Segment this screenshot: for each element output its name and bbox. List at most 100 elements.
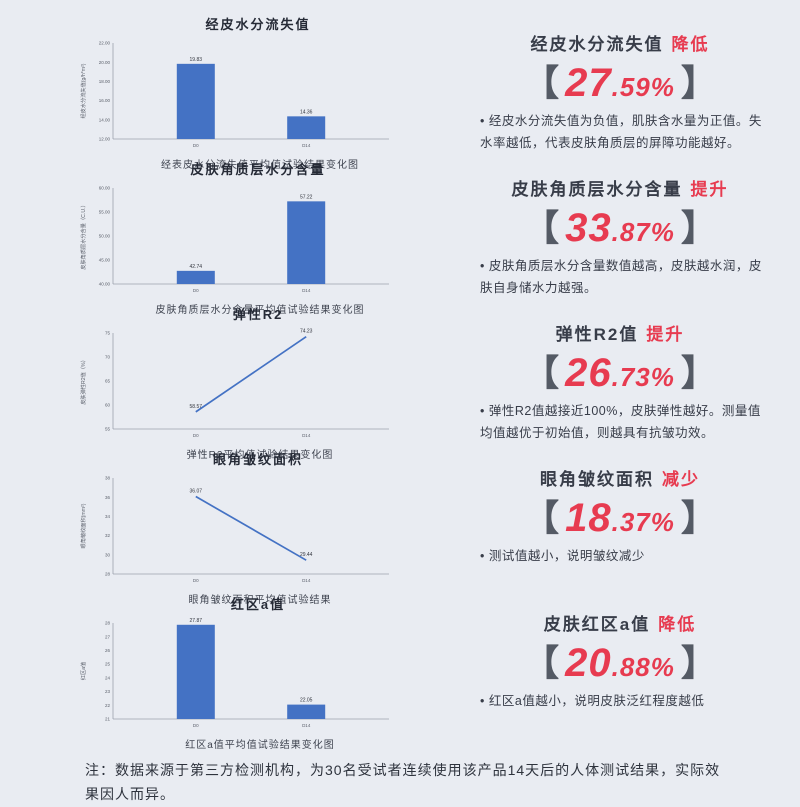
svg-text:50.00: 50.00 [99,234,111,239]
svg-text:25: 25 [105,662,111,667]
bracket-right: 】 [680,207,717,248]
percent-display: 【 20.88% 】 [470,643,770,683]
svg-text:D0: D0 [193,143,199,148]
svg-text:皮肤角质层水分含量（C.U.）: 皮肤角质层水分含量（C.U.） [79,202,87,269]
svg-text:14.36: 14.36 [300,109,313,115]
description-text: 经皮水分流失值为负值，肌肤含水量为正值。失水率越低，代表皮肤角质层的屏障功能越好… [480,114,762,150]
svg-text:32: 32 [105,533,111,538]
svg-text:34: 34 [105,514,111,519]
bracket-right: 】 [680,352,717,393]
chart-title: 眼角皱纹面积 [212,452,303,467]
chart-wrinkle: 眼角皱纹面积 28 30 32 34 36 38 眼角皱纹面积(mm²) D0 D14 36.07… [75,449,415,606]
chart-caption: 弹性R2平均值试验结果变化图 [186,450,334,461]
bracket-left: 【 [523,207,560,248]
chart-title: 经皮水分流失值 [205,17,311,32]
svg-text:28: 28 [105,621,111,626]
description: • 皮肤角质层水分含量数值越高，皮肤越水润，皮肤自身储水力越强。 [470,254,770,300]
svg-text:27.87: 27.87 [190,618,203,624]
chart-caption: 红区a值平均值试验结果变化图 [185,740,335,751]
svg-text:19.83: 19.83 [190,57,203,63]
chart-elasticity: 弹性R2 55 60 65 70 75 皮肤弹性R2值（%） D0 D14 58.57 74.23… [75,304,415,461]
svg-text:57.22: 57.22 [300,194,313,200]
svg-text:24: 24 [105,675,111,680]
svg-text:D0: D0 [193,723,199,728]
svg-text:D14: D14 [302,578,311,583]
section-elasticity: 弹性R2 55 60 65 70 75 皮肤弹性R2值（%） D0 D14 58.57 74.23… [75,304,770,461]
svg-text:红区a值: 红区a值 [79,662,87,680]
trend-keyword: 提升 [690,180,729,199]
bracket-left: 【 [523,642,560,683]
footnote: 注：数据来源于第三方检测机构，为30名受试者连续使用该产品14天后的人体测试结果… [85,762,721,802]
svg-text:45.00: 45.00 [99,258,111,263]
svg-text:14.00: 14.00 [99,117,111,122]
svg-text:42.74: 42.74 [190,264,203,270]
svg-text:28: 28 [105,572,111,577]
description-text: 红区a值越小，说明皮肤泛红程度越低 [488,694,705,708]
result-panel-redness: 皮肤红区a值 降低 【 20.88% 】 • 红区a值越小，说明皮肤泛红程度越低 [415,594,770,737]
svg-text:12.00: 12.00 [99,137,111,142]
chart-title: 皮肤角质层水分含量 [190,162,326,177]
panel-title: 经皮水分流失值 降低 [470,30,770,55]
description: • 测试值越小，说明皱纹减少 [470,544,770,568]
trend-keyword: 减少 [662,470,700,489]
chart-canvas-line: 55 60 65 70 75 皮肤弹性R2值（%） D0 D14 58.57 74.23 [79,329,389,438]
chart-caption: 经表皮水分流失值平均值试验结果变化图 [161,160,359,171]
svg-text:皮肤弹性R2值（%）: 皮肤弹性R2值（%） [79,357,87,405]
bullet-icon: • [480,114,485,128]
chart-canvas-bar: 21 22 23 24 25 26 27 28 红区a值 D0 D14 27.87 22.05 [79,618,389,728]
trend-keyword: 提升 [646,325,685,344]
svg-text:D14: D14 [302,288,311,293]
section-hydration: 皮肤角质层水分含量 40.00 45.00 50.00 55.00 60.00 皮肤角质层… [75,159,770,316]
svg-text:60.00: 60.00 [99,186,111,191]
svg-text:36.07: 36.07 [190,489,203,495]
svg-text:22.05: 22.05 [300,698,313,704]
chart-canvas-line: 28 30 32 34 36 38 眼角皱纹面积(mm²) D0 D14 36.07 29.44 [79,476,389,583]
chart-hydration: 皮肤角质层水分含量 40.00 45.00 50.00 55.00 60.00 皮肤角质层… [75,159,415,316]
svg-text:18.00: 18.00 [99,79,111,84]
description-text: 弹性R2值越接近100%，皮肤弹性越好。测量值均值越优于初始值，则越具有抗皱功效… [480,404,761,440]
svg-text:29.44: 29.44 [300,552,313,558]
svg-text:22.00: 22.00 [99,41,111,46]
svg-text:D0: D0 [193,578,199,583]
result-panel-tewl: 经皮水分流失值 降低 【 27.59% 】 • 经皮水分流失值为负值，肌肤含水量为正… [415,14,770,157]
percent-value: 20.88% [565,641,675,685]
svg-text:30: 30 [105,552,111,557]
bullet-icon: • [480,404,485,418]
svg-text:D14: D14 [302,433,311,438]
metric-name: 弹性R2值 [555,325,639,344]
svg-text:75: 75 [105,331,111,336]
chart-redness: 红区a值 21 22 23 24 25 26 27 28 红区a值 D0 D14 27.87 22.05… [75,594,415,751]
percent-value: 27.59% [565,61,675,105]
svg-text:D0: D0 [193,433,199,438]
description: • 红区a值越小，说明皮肤泛红程度越低 [470,689,770,713]
metric-name: 眼角皱纹面积 [540,470,654,489]
bracket-right: 】 [680,497,717,538]
trend-keyword: 降低 [658,615,697,634]
chart-tewl: 经皮水分流失值 12.00 14.00 16.00 18.00 20.00 22.00 经皮… [75,14,415,171]
result-panel-elasticity: 弹性R2值 提升 【 26.73% 】 • 弹性R2值越接近100%，皮肤弹性越好。… [415,304,770,447]
chart-canvas-bar: 40.00 45.00 50.00 55.00 60.00 皮肤角质层水分含量（C.U.）… [79,186,389,293]
description-text: 皮肤角质层水分含量数值越高，皮肤越水润，皮肤自身储水力越强。 [480,259,762,295]
svg-text:58.57: 58.57 [190,404,203,410]
description: • 弹性R2值越接近100%，皮肤弹性越好。测量值均值越优于初始值，则越具有抗皱功… [470,399,770,445]
percent-display: 【 27.59% 】 [470,63,770,103]
percent-display: 【 33.87% 】 [470,208,770,248]
chart-caption: 皮肤角质层水分含量平均值试验结果变化图 [155,305,365,316]
svg-text:23: 23 [105,689,111,694]
percent-value: 26.73% [565,351,675,395]
result-panel-wrinkle: 眼角皱纹面积 减少 【 18.37% 】 • 测试值越小，说明皱纹减少 [415,449,770,592]
percent-value: 18.37% [565,496,675,540]
svg-text:40.00: 40.00 [99,282,111,287]
bracket-left: 【 [523,352,560,393]
svg-text:36: 36 [105,495,111,500]
percent-value: 33.87% [565,206,675,250]
svg-text:38: 38 [105,476,111,481]
section-wrinkle: 眼角皱纹面积 28 30 32 34 36 38 眼角皱纹面积(mm²) D0 D14 36.07… [75,449,770,606]
chart-title: 红区a值 [230,597,286,612]
svg-text:16.00: 16.00 [99,98,111,103]
bracket-left: 【 [523,497,560,538]
chart-caption: 眼角皱纹面积平均值试验结果 [188,595,332,606]
svg-text:22: 22 [105,703,111,708]
result-panel-hydration: 皮肤角质层水分含量 提升 【 33.87% 】 • 皮肤角质层水分含量数值越高，皮肤… [415,159,770,302]
